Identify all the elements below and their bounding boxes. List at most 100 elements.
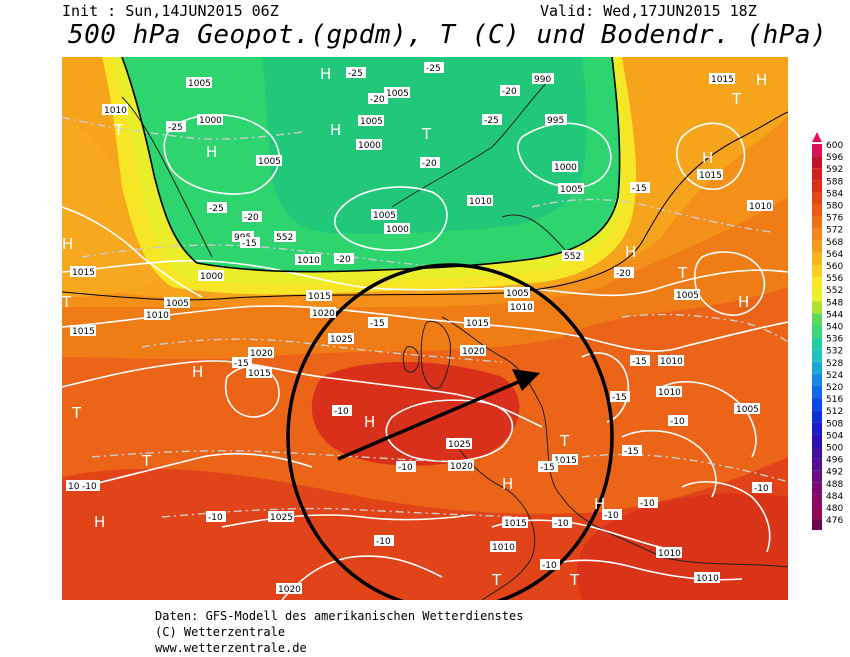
svg-text:1015: 1015: [699, 171, 722, 181]
high-marker: H: [738, 293, 749, 311]
temperature-label: -10: [374, 535, 394, 547]
pressure-label: 1000: [356, 139, 382, 151]
svg-text:1015: 1015: [466, 319, 489, 329]
legend-swatch: [812, 277, 822, 290]
svg-text:990: 990: [534, 75, 551, 85]
pressure-label: 1010: [747, 200, 773, 212]
svg-text:1000: 1000: [386, 225, 409, 235]
legend-level-label: 500: [826, 444, 843, 454]
legend-swatch: [812, 494, 822, 507]
legend-swatch: [812, 228, 822, 241]
pressure-label: 1005: [558, 183, 584, 195]
legend-level-label: 548: [826, 298, 843, 308]
temperature-label: -15: [538, 461, 558, 473]
legend-level-label: 560: [826, 262, 843, 272]
svg-text:-25: -25: [426, 64, 441, 74]
legend-swatch: [812, 301, 822, 314]
pressure-label: 1020: [248, 347, 274, 359]
legend-level-label: 504: [826, 431, 843, 441]
pressure-label: 1020: [460, 345, 486, 357]
svg-text:-10: -10: [670, 417, 685, 427]
legend-swatch: [812, 361, 822, 374]
pressure-label: 1020: [276, 583, 302, 595]
pressure-label: 1005: [504, 287, 530, 299]
high-marker: H: [192, 363, 203, 381]
init-time-label: Init : Sun,14JUN2015 06Z: [62, 2, 279, 20]
pressure-label: 990: [532, 73, 554, 85]
legend-level-label: 540: [826, 323, 843, 333]
legend-swatch: [812, 325, 822, 338]
legend-swatch: [812, 422, 822, 435]
legend-swatch: [812, 156, 822, 169]
temperature-label: -20: [500, 85, 520, 97]
temperature-label: -15: [630, 355, 650, 367]
low-marker: T: [677, 264, 688, 282]
svg-text:1010: 1010: [469, 197, 492, 207]
legend-swatch: [812, 519, 822, 530]
temperature-label-layer: -25 -25 -20 -25 -25 -20 -20 -20 -15 -25 …: [80, 62, 772, 571]
svg-text:-20: -20: [616, 269, 631, 279]
legend-level-label: 592: [826, 165, 843, 175]
legend-level-label: 520: [826, 383, 843, 393]
legend-level-label: 524: [826, 371, 843, 381]
pressure-label-layer: 1005 1010 1000 1005 1000 1005 990 995 10…: [66, 73, 773, 595]
legend-swatch: [812, 410, 822, 423]
temperature-label: -25: [166, 121, 186, 133]
legend-swatch: [812, 349, 822, 362]
chart-title: 500 hPa Geopot.(gpdm), T (C) und Bodendr…: [68, 20, 828, 50]
svg-text:1025: 1025: [270, 513, 293, 523]
high-marker: H: [594, 495, 605, 513]
green-core: [262, 57, 587, 234]
high-marker: H: [320, 65, 331, 83]
temperature-label: -10: [638, 497, 658, 509]
svg-text:1025: 1025: [448, 440, 471, 450]
svg-text:-10: -10: [542, 561, 557, 571]
svg-text:1000: 1000: [554, 163, 577, 173]
legend-swatch: [812, 446, 822, 459]
legend-level-label: 480: [826, 504, 843, 514]
svg-text:1000: 1000: [358, 141, 381, 151]
svg-text:1005: 1005: [360, 117, 383, 127]
color-scale-legend: 600 596 592 588 584 580 576 572 568 564 560 556 552 5…: [812, 132, 843, 530]
temperature-label: -10: [552, 517, 572, 529]
legend-top-arrow: [812, 132, 822, 142]
high-marker: H: [330, 121, 341, 139]
svg-text:1010: 1010: [104, 106, 127, 116]
pressure-label: 1010: [694, 572, 720, 584]
pressure-label: 1015: [552, 454, 578, 466]
svg-text:1010: 1010: [658, 388, 681, 398]
pressure-label: 1005: [734, 403, 760, 415]
svg-text:1005: 1005: [676, 291, 699, 301]
valid-time-label: Valid: Wed,17JUN2015 18Z: [540, 2, 757, 20]
legend-level-label: 564: [826, 250, 843, 260]
svg-text:-15: -15: [632, 184, 647, 194]
pressure-label: 1010: [144, 309, 170, 321]
svg-text:1005: 1005: [166, 299, 189, 309]
temperature-label: -20: [368, 93, 388, 105]
legend-level-label: 516: [826, 395, 843, 405]
legend-level-label: 496: [826, 456, 843, 466]
low-marker: T: [71, 404, 82, 422]
temperature-label: -25: [346, 67, 366, 79]
legend-swatch: [812, 398, 822, 411]
credit-copyright[interactable]: (C) Wetterzentrale: [155, 625, 286, 639]
pressure-label: 1025: [328, 333, 354, 345]
temperature-label: -15: [368, 317, 388, 329]
contour-552: [121, 57, 621, 273]
legend-swatch: [812, 144, 822, 157]
svg-text:-15: -15: [612, 393, 627, 403]
temperature-label: -10: [668, 415, 688, 427]
svg-text:1020: 1020: [250, 349, 273, 359]
pressure-label: 1010: [490, 541, 516, 553]
svg-text:1015: 1015: [504, 519, 527, 529]
svg-text:552: 552: [276, 233, 293, 243]
svg-text:1010: 1010: [749, 202, 772, 212]
low-marker: T: [559, 432, 570, 450]
legend-level-label: 536: [826, 335, 843, 345]
svg-text:-25: -25: [348, 69, 363, 79]
svg-text:1010: 1010: [696, 574, 719, 584]
low-marker: T: [569, 571, 580, 589]
svg-text:-20: -20: [244, 213, 259, 223]
legend-swatch: [812, 458, 822, 471]
credit-url[interactable]: www.wetterzentrale.de: [155, 641, 307, 655]
